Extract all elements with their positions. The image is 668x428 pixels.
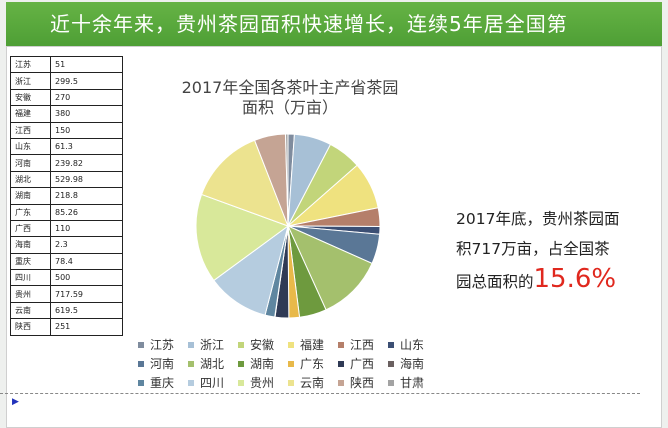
legend-swatch	[338, 360, 344, 367]
legend-swatch	[338, 379, 344, 386]
table-row: 河南 239.82	[10, 154, 123, 172]
table-row: 陕西 251	[10, 318, 123, 336]
legend-item: 广东	[288, 355, 338, 372]
legend-label: 重庆	[150, 376, 175, 390]
table-row: 湖南 218.8	[10, 187, 123, 205]
legend-item: 广西	[338, 355, 388, 372]
legend-swatch	[138, 379, 144, 386]
legend-item: 湖南	[238, 355, 288, 372]
legend-swatch	[188, 341, 194, 348]
summary-note: 2017年底，贵州茶园面 积717万亩，占全国茶 园总面积的15.6%	[456, 204, 656, 297]
legend-label: 山东	[400, 338, 425, 352]
province-value-cell: 2.3	[50, 236, 123, 254]
legend-swatch	[188, 379, 194, 386]
legend-item: 江西	[338, 336, 388, 353]
legend-label: 云南	[300, 376, 325, 390]
legend-swatch	[288, 379, 294, 386]
legend-item: 海南	[388, 355, 438, 372]
legend-label: 江西	[350, 338, 375, 352]
legend-label: 海南	[400, 357, 425, 371]
legend-swatch	[238, 341, 244, 348]
chart-title: 2017年全国各茶叶主产省茶园 面积（万亩）	[140, 78, 440, 118]
legend-label: 湖北	[200, 357, 225, 371]
table-row: 福建 380	[10, 105, 123, 123]
table-row: 云南 619.5	[10, 301, 123, 320]
province-value-cell: 717.59	[50, 285, 123, 303]
chart-title-line-2: 面积（万亩）	[241, 98, 338, 117]
legend-swatch	[238, 360, 244, 367]
legend-swatch	[238, 379, 244, 386]
legend-swatch	[288, 341, 294, 348]
legend-item: 云南	[288, 374, 338, 391]
legend-label: 浙江	[200, 338, 225, 352]
legend-item: 甘肃	[388, 374, 438, 391]
legend-item: 贵州	[238, 374, 288, 391]
legend-label: 广东	[300, 357, 325, 371]
legend-item: 重庆	[138, 374, 188, 391]
province-table: 江苏 51 浙江 299.5 安徽 270 福建 380 江西 150 山东 61.3 河南 239.82…	[10, 55, 123, 336]
pie-slice-湖北	[287, 225, 373, 311]
legend-swatch	[338, 341, 344, 348]
legend-item: 四川	[188, 374, 238, 391]
legend-label: 湖南	[250, 357, 275, 371]
legend-item: 安徽	[238, 336, 288, 353]
legend-swatch	[138, 341, 144, 348]
legend-label: 陕西	[350, 376, 375, 390]
pie-slice-云南	[200, 139, 289, 227]
dashed-divider	[0, 393, 640, 394]
legend-label: 贵州	[250, 376, 275, 390]
chart-title-line-1: 2017年全国各茶叶主产省茶园	[181, 78, 399, 97]
pie-slice-贵州	[195, 193, 290, 282]
table-row: 广西 110	[10, 219, 123, 238]
legend-item: 浙江	[188, 336, 238, 353]
table-row: 重庆 78.4	[10, 252, 123, 271]
legend-swatch	[188, 360, 194, 367]
legend-label: 安徽	[250, 338, 275, 352]
legend-label: 福建	[300, 338, 325, 352]
legend-label: 甘肃	[400, 376, 425, 390]
legend-swatch	[388, 360, 394, 367]
legend-item: 福建	[288, 336, 338, 353]
note-line-2: 积717万亩，占全国茶	[456, 240, 610, 258]
banner-title: 近十余年来，贵州茶园面积快速增长，连续5年居全国第	[6, 2, 662, 46]
legend-label: 河南	[150, 357, 175, 371]
legend-swatch	[388, 379, 394, 386]
pie-slice-甘肃	[284, 133, 289, 227]
legend-item: 江苏	[138, 336, 188, 353]
table-row: 四川 500	[10, 269, 123, 287]
note-line-3: 园总面积的	[456, 273, 534, 291]
legend-item: 河南	[138, 355, 188, 372]
legend-swatch	[388, 341, 394, 348]
legend-label: 四川	[200, 376, 225, 390]
note-line-1: 2017年底，贵州茶园面	[456, 210, 620, 228]
legend-label: 江苏	[150, 338, 175, 352]
table-row: 海南 2.3	[10, 236, 123, 254]
note-percent: 15.6%	[533, 264, 617, 294]
mouse-cursor-icon: ▶	[12, 397, 19, 407]
legend-item: 山东	[388, 336, 438, 353]
province-value-cell: 251	[50, 318, 123, 336]
legend-swatch	[138, 360, 144, 367]
legend-label: 广西	[350, 357, 375, 371]
legend-item: 湖北	[188, 355, 238, 372]
legend-item: 陕西	[338, 374, 388, 391]
legend-swatch	[288, 360, 294, 367]
chart-legend: 江苏 浙江 安徽 福建 江西 山东河南 湖北 湖南 广东 广西 海南重庆 四川 贵州 云南 陕西 甘肃	[138, 336, 448, 391]
